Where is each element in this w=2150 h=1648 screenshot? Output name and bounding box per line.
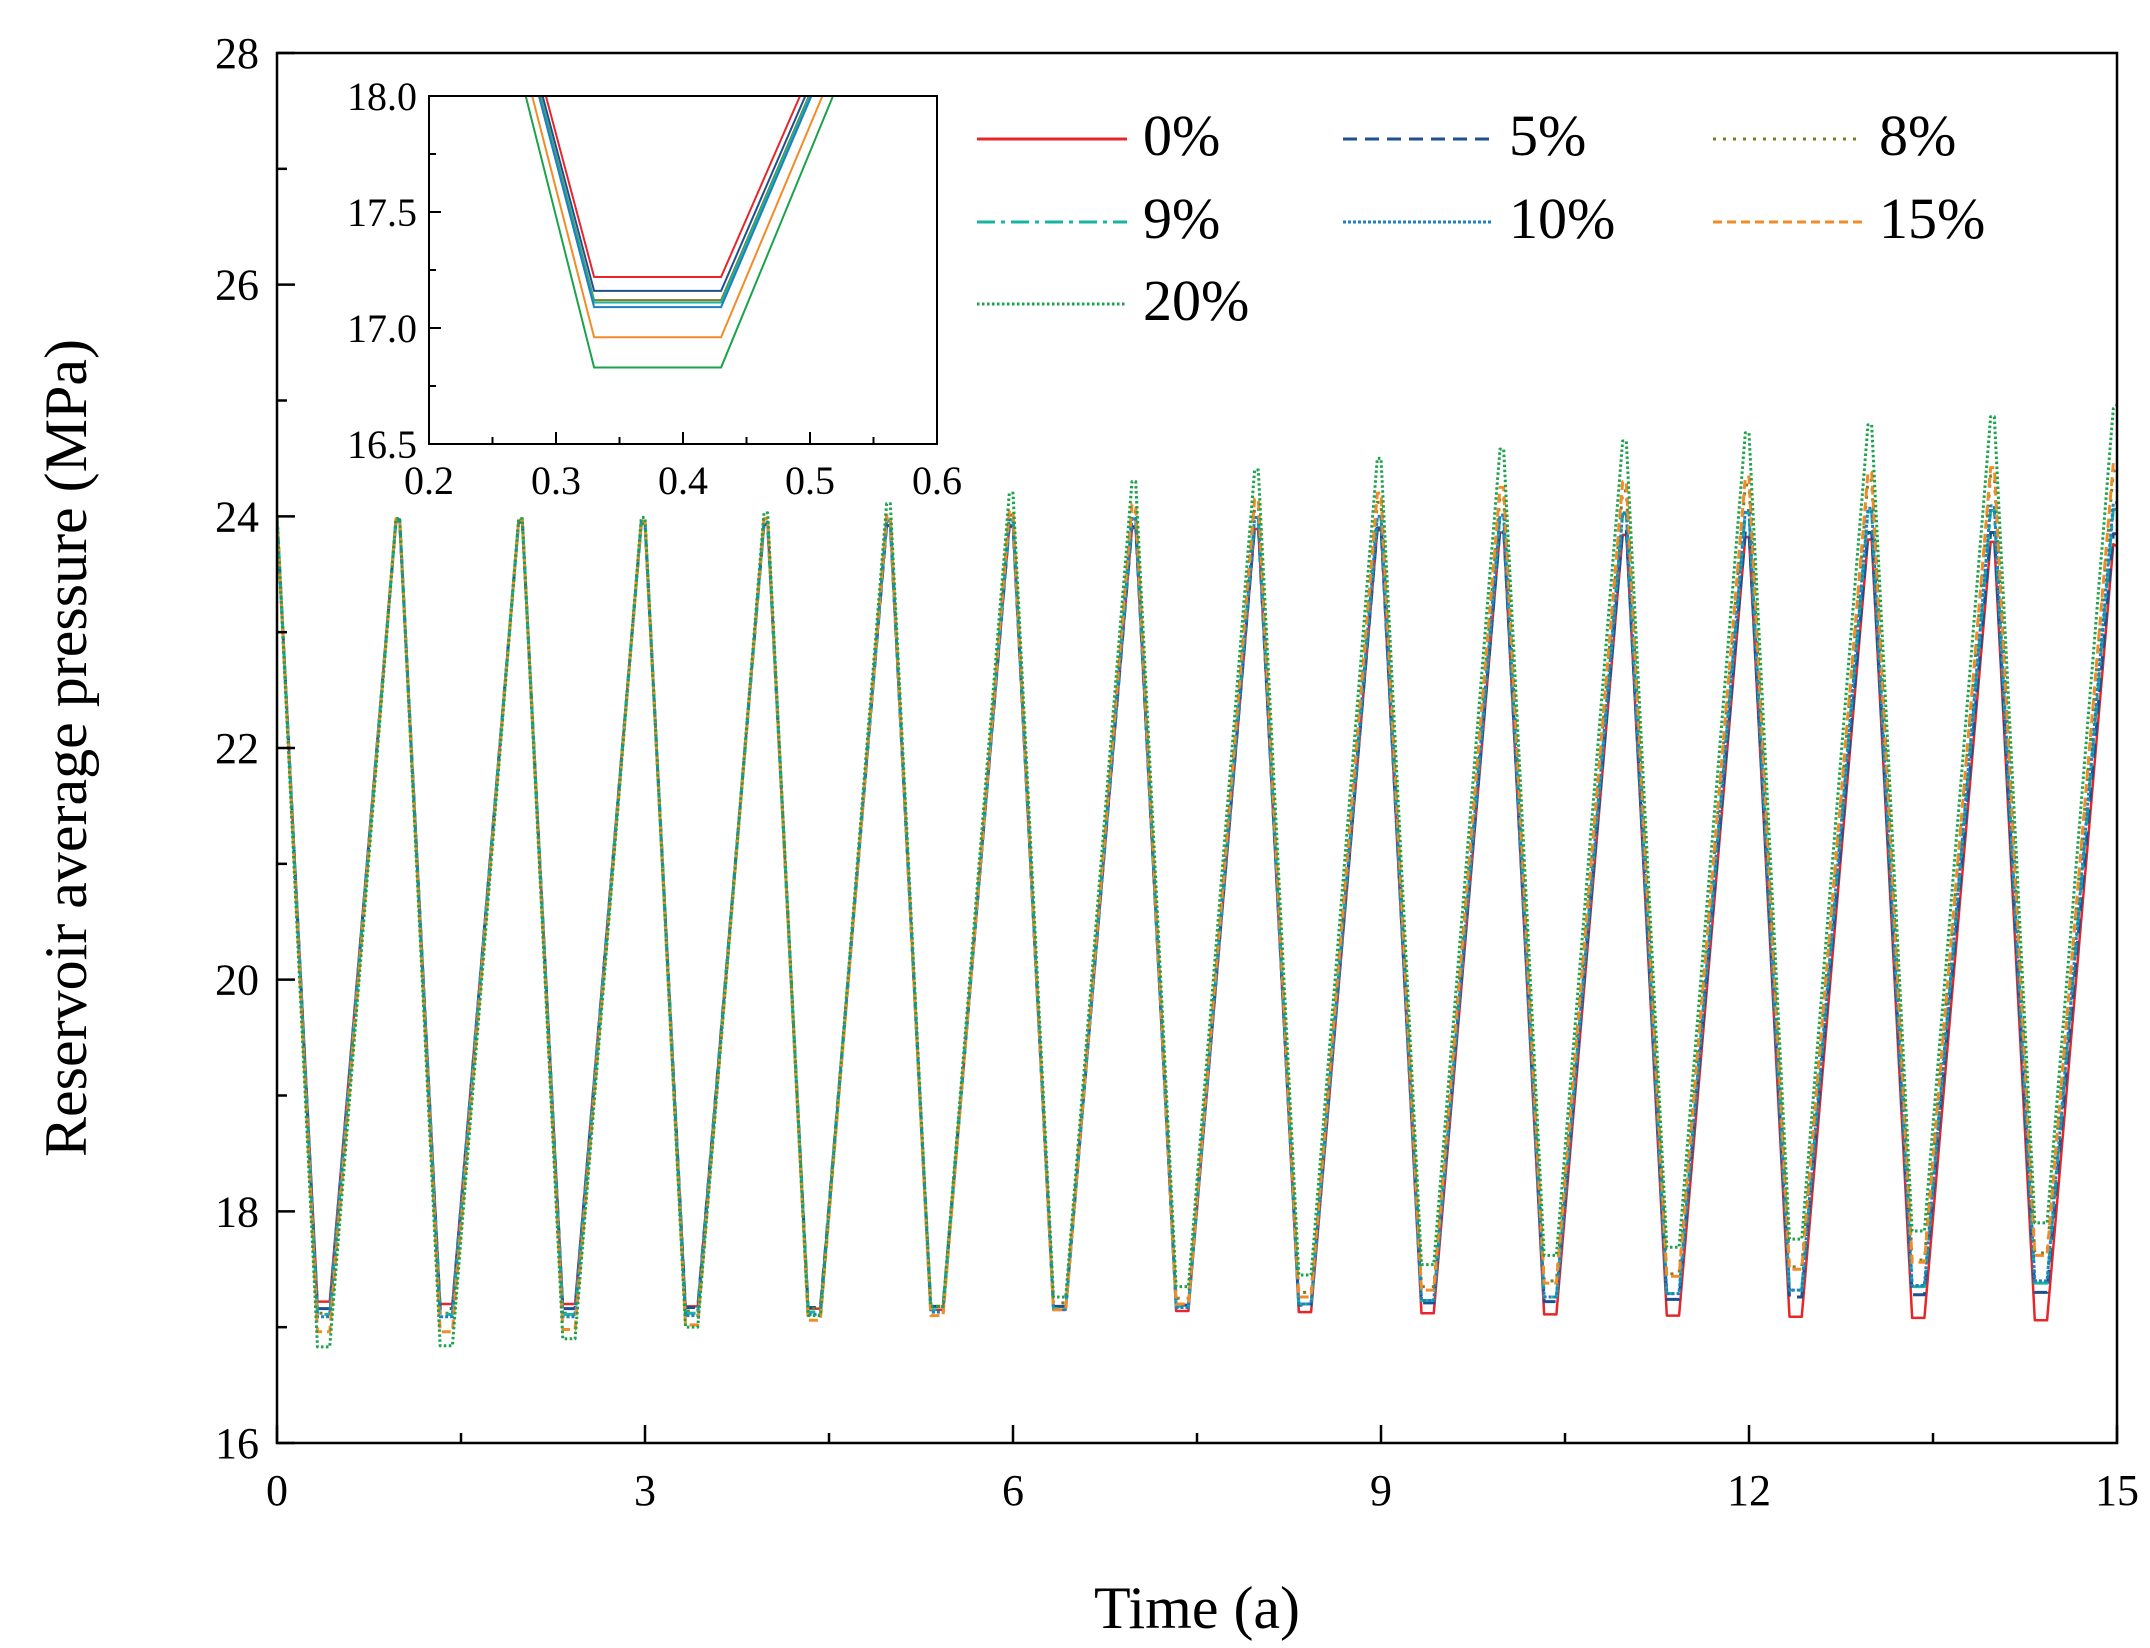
inset-x-tick-label: 0.5	[785, 458, 835, 503]
legend-entry-15pct: 15%	[1713, 186, 1985, 251]
inset-series-line-5pct	[541, 96, 807, 292]
legend: 0% 5% 8% 9% 10% 15% 20%	[977, 103, 1985, 333]
inset-series-line-20pct	[524, 96, 835, 369]
legend-label: 20%	[1143, 268, 1249, 333]
legend-label: 0%	[1143, 103, 1220, 168]
legend-entry-10pct: 10%	[1343, 186, 1615, 251]
legend-label: 10%	[1509, 186, 1615, 251]
inset-x-tick-label: 0.3	[531, 458, 581, 503]
legend-entry-8pct: 8%	[1713, 103, 1956, 168]
series-line-15pct	[277, 459, 2117, 1334]
x-axis-label: Time (a)	[1094, 1575, 1300, 1641]
inset-series-group	[524, 96, 835, 369]
x-tick-label: 15	[2095, 1466, 2139, 1515]
inset-y-tick-label: 18.0	[347, 74, 417, 119]
y-tick-label: 24	[215, 492, 259, 541]
x-tick-label: 9	[1370, 1466, 1392, 1515]
main-plot: 0 3 6 9 12 15 16 18 20 22 24 26 28 Time (a) Reservo…	[33, 29, 2139, 1641]
inset-series-line-9pct	[538, 96, 811, 304]
legend-label: 8%	[1879, 103, 1956, 168]
y-tick-label: 18	[215, 1187, 259, 1236]
inset-x-tick-label: 0.2	[404, 458, 454, 503]
main-series-group	[277, 404, 2117, 1349]
y-tick-label: 20	[215, 956, 259, 1005]
main-y-axis: 16 18 20 22 24 26 28	[215, 29, 295, 1468]
inset-y-tick-label: 17.5	[347, 190, 417, 235]
legend-label: 5%	[1509, 103, 1586, 168]
inset-series-line-0pct	[544, 96, 802, 278]
legend-entry-20pct: 20%	[977, 268, 1249, 333]
legend-entry-9pct: 9%	[977, 186, 1220, 251]
x-tick-label: 12	[1727, 1466, 1771, 1515]
x-tick-label: 3	[634, 1466, 656, 1515]
y-tick-label: 16	[215, 1419, 259, 1468]
legend-entry-0pct: 0%	[977, 103, 1220, 168]
y-axis-label: Reservoir average pressure (MPa)	[33, 339, 99, 1157]
legend-entry-5pct: 5%	[1343, 103, 1586, 168]
y-tick-label: 28	[215, 29, 259, 78]
legend-label: 15%	[1879, 186, 1985, 251]
inset-x-tick-label: 0.4	[658, 458, 708, 503]
y-tick-label: 22	[215, 724, 259, 773]
x-tick-label: 0	[266, 1466, 288, 1515]
inset-background	[429, 96, 937, 444]
inset-series-line-10pct	[537, 96, 813, 309]
legend-label: 9%	[1143, 186, 1220, 251]
y-tick-label: 26	[215, 261, 259, 310]
inset-plot: 0.2 0.3 0.4 0.5 0.6 16.5 17.0 17.5 18.0	[347, 74, 962, 503]
inset-x-tick-label: 0.6	[912, 458, 962, 503]
series-line-20pct	[277, 404, 2117, 1349]
inset-x-axis: 0.2 0.3 0.4 0.5 0.6	[404, 432, 962, 503]
x-tick-label: 6	[1002, 1466, 1024, 1515]
main-x-axis: 0 3 6 9 12 15	[266, 1425, 2139, 1515]
inset-series-line-15pct	[531, 96, 824, 339]
inset-y-tick-label: 16.5	[347, 422, 417, 467]
inset-y-tick-label: 17.0	[347, 306, 417, 351]
series-line-10pct	[277, 500, 2117, 1319]
inset-y-axis: 16.5 17.0 17.5 18.0	[347, 74, 441, 467]
